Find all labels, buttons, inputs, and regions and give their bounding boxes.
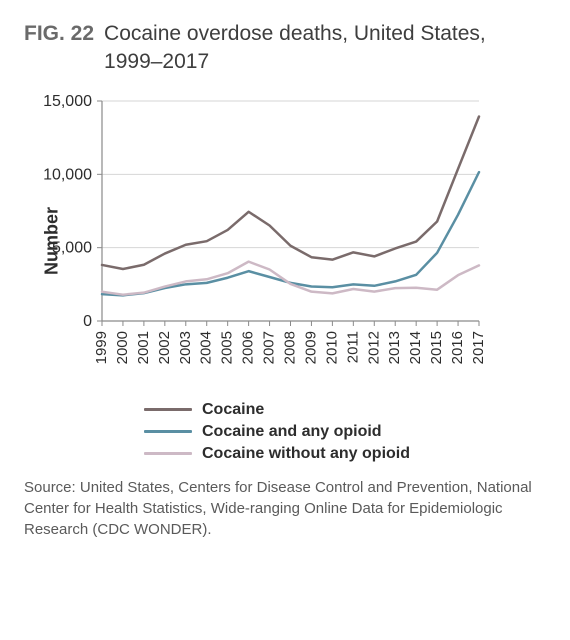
series-line [102,116,479,269]
x-tick-label: 1999 [93,331,110,364]
legend-label: Cocaine [202,401,264,419]
x-tick-label: 2006 [240,331,257,364]
figure-title: Cocaine overdose deaths, United States, … [104,20,546,77]
figure-label: FIG. 22 [24,20,94,48]
x-tick-label: 2015 [428,331,445,364]
legend-item: Cocaine and any opioid [144,423,546,441]
x-tick-label: 2011 [344,331,361,363]
y-tick-label: 0 [83,313,92,330]
legend-label: Cocaine and any opioid [202,423,382,441]
x-tick-label: 2000 [114,331,131,364]
series-line [102,172,479,295]
legend-swatch [144,452,192,455]
legend-swatch [144,430,192,433]
x-tick-label: 2008 [282,331,299,364]
x-tick-label: 2004 [198,331,215,364]
x-tick-label: 2001 [135,331,152,364]
source-note: Source: United States, Centers for Disea… [24,477,546,540]
chart-area: Number 05,00010,00015,000199920002001200… [24,91,546,391]
x-tick-label: 2013 [386,331,403,364]
y-tick-label: 10,000 [43,166,92,183]
line-chart: 05,00010,00015,0001999200020012002200320… [24,91,484,391]
legend-item: Cocaine without any opioid [144,445,546,463]
x-tick-label: 2002 [156,331,173,364]
x-tick-label: 2016 [449,331,466,364]
x-tick-label: 2009 [302,331,319,364]
x-tick-label: 2010 [323,331,340,364]
legend-label: Cocaine without any opioid [202,445,410,463]
legend: Cocaine Cocaine and any opioid Cocaine wit… [144,401,546,463]
figure-container: FIG. 22 Cocaine overdose deaths, United … [0,0,570,558]
y-axis-label: Number [42,207,63,275]
legend-item: Cocaine [144,401,546,419]
y-tick-label: 15,000 [43,93,92,110]
x-tick-label: 2012 [365,331,382,364]
x-tick-label: 2017 [470,331,484,364]
x-tick-label: 2003 [177,331,194,364]
x-tick-label: 2005 [219,331,236,364]
figure-header: FIG. 22 Cocaine overdose deaths, United … [24,20,546,77]
x-tick-label: 2014 [407,331,424,364]
x-tick-label: 2007 [261,331,278,364]
legend-swatch [144,408,192,411]
